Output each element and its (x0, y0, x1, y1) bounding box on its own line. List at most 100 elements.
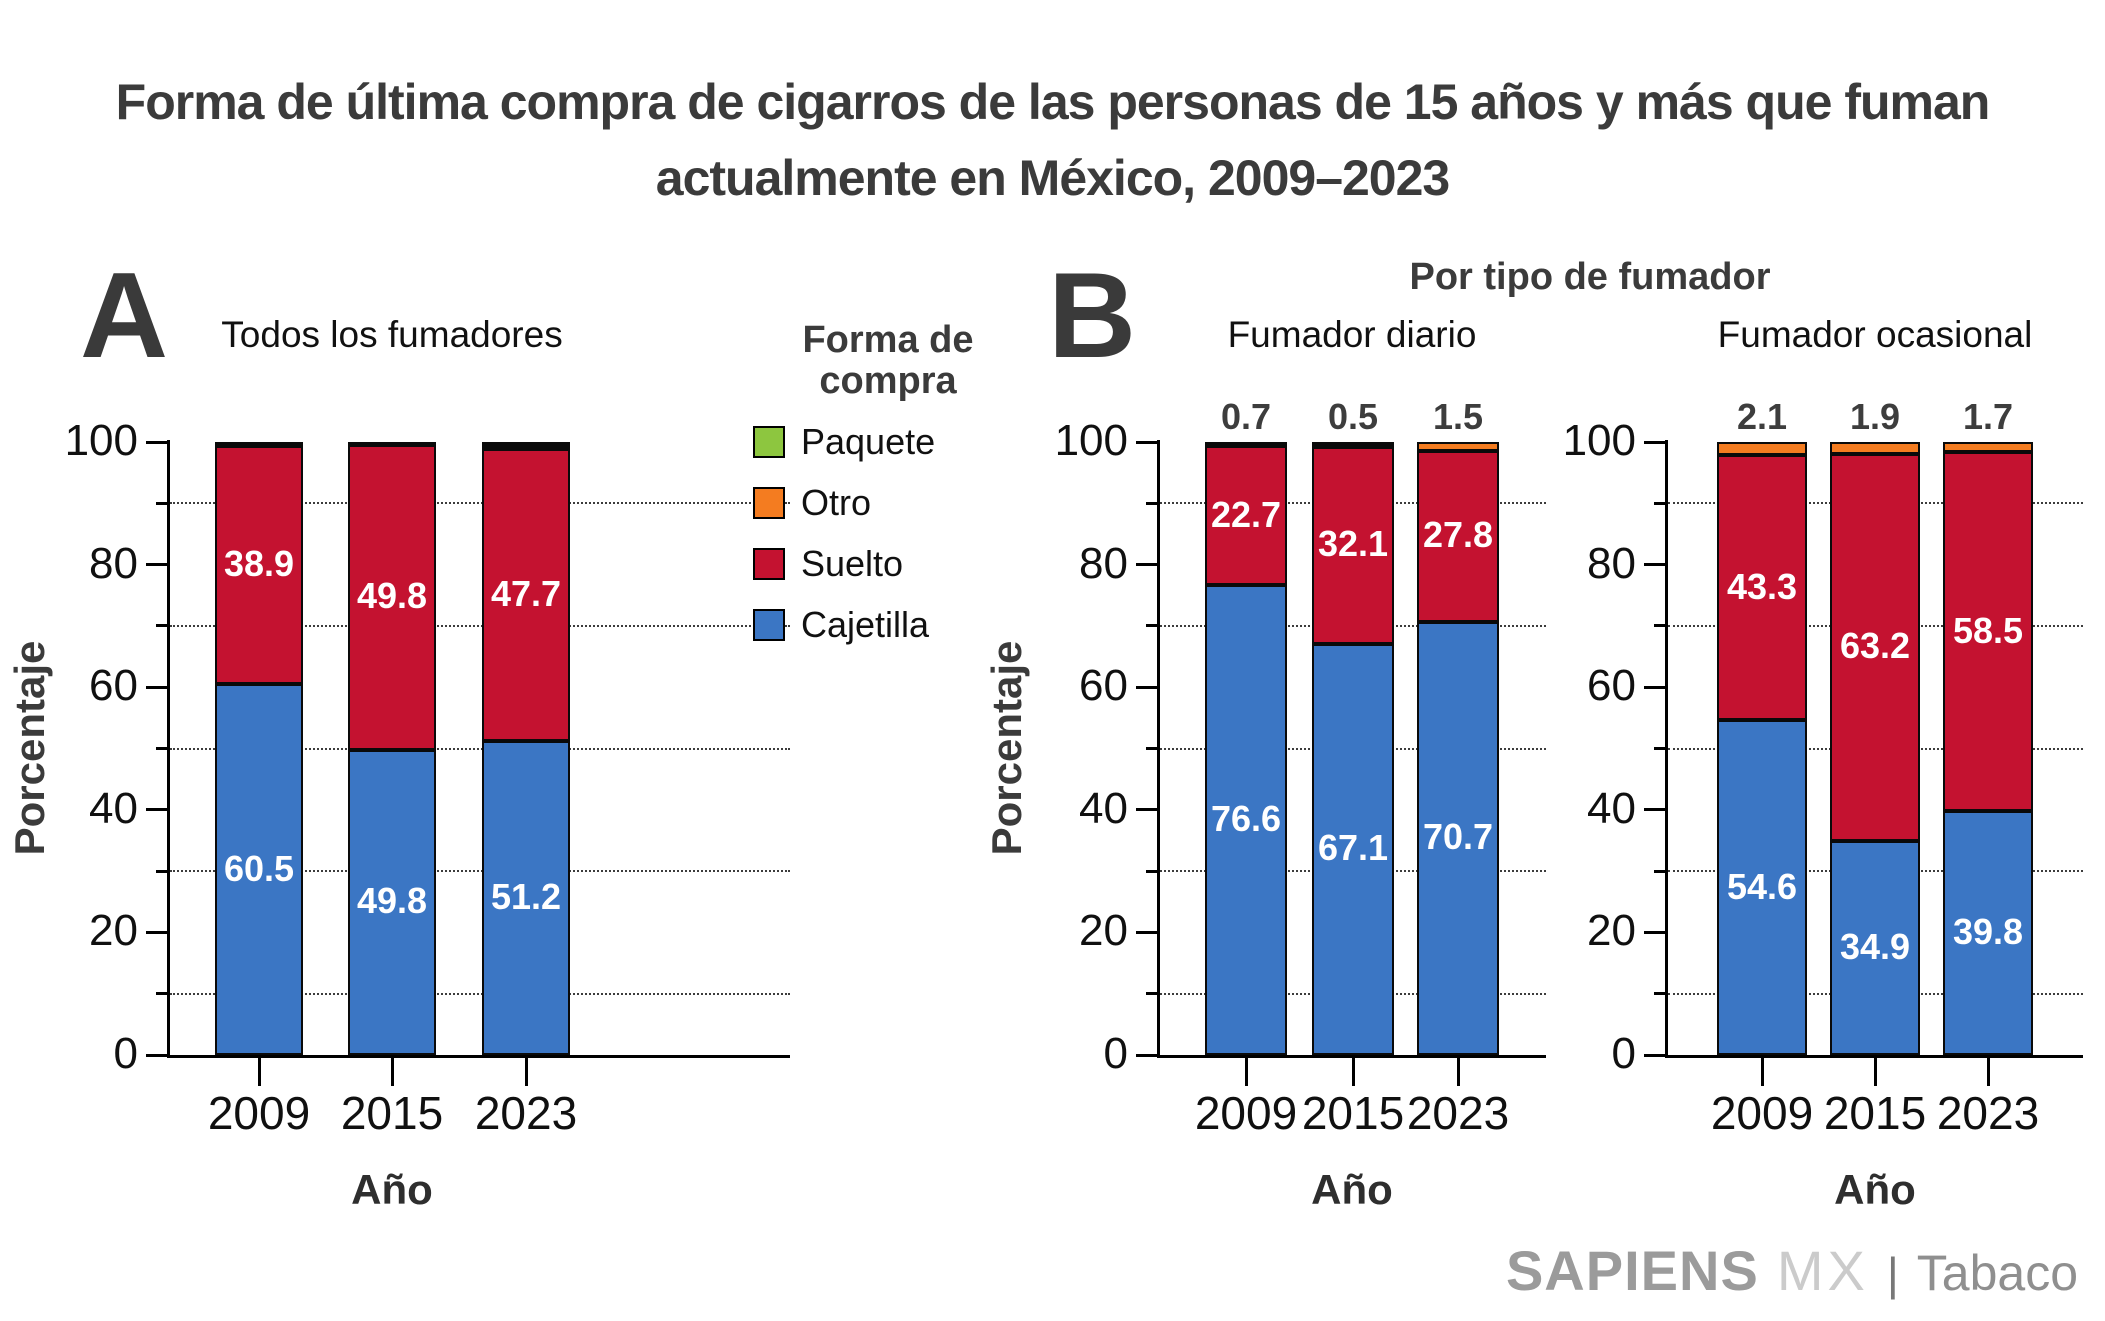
bar-segment-cajetilla (1943, 811, 2033, 1055)
y-gridline (170, 992, 790, 995)
x-axis-title: Año (1311, 1166, 1393, 1213)
y-minor-tick (1654, 869, 1668, 873)
bar-value-label: 51.2 (490, 876, 562, 918)
y-gridline (170, 870, 790, 873)
bar-segment-cajetilla (1205, 585, 1287, 1055)
y-major-tick (1136, 930, 1160, 934)
y-axis (1665, 440, 1668, 1058)
bar-segment-suelto (1943, 452, 2033, 811)
y-tick-label: 40 (1079, 783, 1128, 833)
y-major-tick (1644, 930, 1668, 934)
y-minor-tick (1146, 747, 1160, 750)
bar-top-label: 1.7 (1962, 396, 2014, 437)
x-tick (1873, 1058, 1877, 1086)
x-tick-label: 2023 (474, 1087, 578, 1139)
brand-region: MX (1776, 1239, 1869, 1302)
bar-top-label: 2.1 (1736, 396, 1788, 437)
bar-value-label: 22.7 (1210, 493, 1282, 535)
bar-segment-paquete (215, 442, 303, 446)
y-minor-tick (1654, 624, 1668, 628)
x-tick-label: 2023 (1406, 1087, 1510, 1139)
legend: Forma de compra Paquete Otro Suelto Caje… (753, 320, 1023, 646)
y-tick-label: 0 (1103, 1029, 1128, 1078)
bar-segment-otro (482, 445, 570, 450)
bar-segment-otro (1417, 442, 1499, 452)
y-minor-tick (1654, 747, 1668, 750)
y-tick-label: 40 (89, 783, 138, 833)
bar-value-label: 34.9 (1839, 926, 1911, 968)
bar-top-label: 0.7 (1220, 396, 1272, 437)
y-tick-label: 80 (1079, 538, 1128, 588)
y-major-tick (146, 1053, 170, 1057)
x-tick-label: 2009 (1194, 1087, 1298, 1139)
bar-value-label: 67.1 (1317, 827, 1389, 869)
bar-value-label: 49.8 (356, 880, 428, 922)
bar-value-label: 70.7 (1422, 816, 1494, 858)
y-gridline (170, 747, 790, 750)
brand-name: SAPIENS (1505, 1239, 1759, 1302)
bar-top-label: 1.9 (1849, 396, 1901, 437)
x-tick (1456, 1058, 1460, 1086)
bar-segment-cajetilla (1312, 643, 1394, 1055)
figure-title-line1: Forma de última compra de cigarros de la… (115, 74, 1991, 130)
x-tick (257, 1058, 261, 1086)
suelto-swatch-icon (753, 548, 785, 580)
bar-segment-cajetilla (482, 741, 570, 1055)
y-tick-label: 80 (1587, 538, 1636, 588)
y-major-tick (1644, 440, 1668, 444)
legend-title-line1: Forma de (802, 319, 974, 361)
bar-segment-otro (1830, 442, 1920, 454)
bar-segment-cajetilla (1830, 841, 1920, 1055)
y-major-tick (1136, 440, 1160, 444)
y-tick-label: 40 (1587, 783, 1636, 833)
y-major-tick (1136, 1053, 1160, 1057)
y-tick-label: 80 (89, 538, 138, 588)
brand-tagline: Tabaco (1916, 1245, 2078, 1301)
x-tick-label: 2009 (207, 1087, 311, 1139)
y-tick-label: 60 (89, 661, 138, 711)
y-minor-tick (1146, 501, 1160, 505)
legend-title-line2: compra (819, 360, 957, 402)
y-tick-label: 0 (113, 1029, 138, 1078)
y-major-tick (1136, 563, 1160, 567)
legend-item-cajetilla: Cajetilla (753, 604, 1023, 646)
bar-value-label: 49.8 (356, 575, 428, 617)
bar-segment-cajetilla (215, 684, 303, 1055)
bar-value-label: 27.8 (1422, 514, 1494, 556)
bar-value-label: 38.9 (223, 542, 295, 584)
bar-segment-cajetilla (348, 749, 436, 1055)
bar-value-label: 39.8 (1952, 911, 2024, 952)
x-axis-title: Año (1834, 1166, 1916, 1213)
y-tick-label: 60 (1587, 661, 1636, 711)
bar-segment-otro (1205, 442, 1287, 447)
y-major-tick (146, 563, 170, 567)
y-tick-label: 60 (1079, 661, 1128, 711)
x-tick (1351, 1058, 1355, 1086)
y-tick-label: 20 (89, 906, 138, 956)
panel-b-letter: B (1048, 247, 1137, 383)
bar-segment-suelto (215, 445, 303, 685)
bar-value-label: 47.7 (490, 572, 562, 614)
paquete-swatch-icon (753, 426, 785, 458)
y-minor-tick (156, 869, 170, 873)
y-tick-label: 100 (64, 416, 138, 465)
panel-a-subtitle: Todos los fumadores (221, 314, 563, 355)
brand-separator: | (1886, 1248, 1899, 1300)
legend-item-otro: Otro (753, 482, 1023, 524)
y-tick-label: 20 (1079, 906, 1128, 956)
x-tick (1760, 1058, 1764, 1086)
y-gridline (170, 624, 790, 627)
bar-value-label: 32.1 (1317, 523, 1389, 565)
panel-a-letter: A (80, 247, 169, 383)
bar-segment-suelto (482, 448, 570, 742)
y-gridline (170, 502, 790, 505)
y-major-tick (1644, 685, 1668, 689)
y-major-tick (1136, 808, 1160, 812)
bar-value-label: 54.6 (1726, 865, 1798, 907)
x-axis (1157, 1055, 1546, 1058)
panel-b-right-subtitle: Fumador ocasional (1717, 314, 2033, 355)
bar-segment-suelto (1205, 446, 1287, 586)
x-tick-label: 2023 (1936, 1087, 2040, 1139)
legend-item-label: Paquete (801, 421, 936, 462)
bar-value-label: 60.5 (223, 847, 295, 889)
